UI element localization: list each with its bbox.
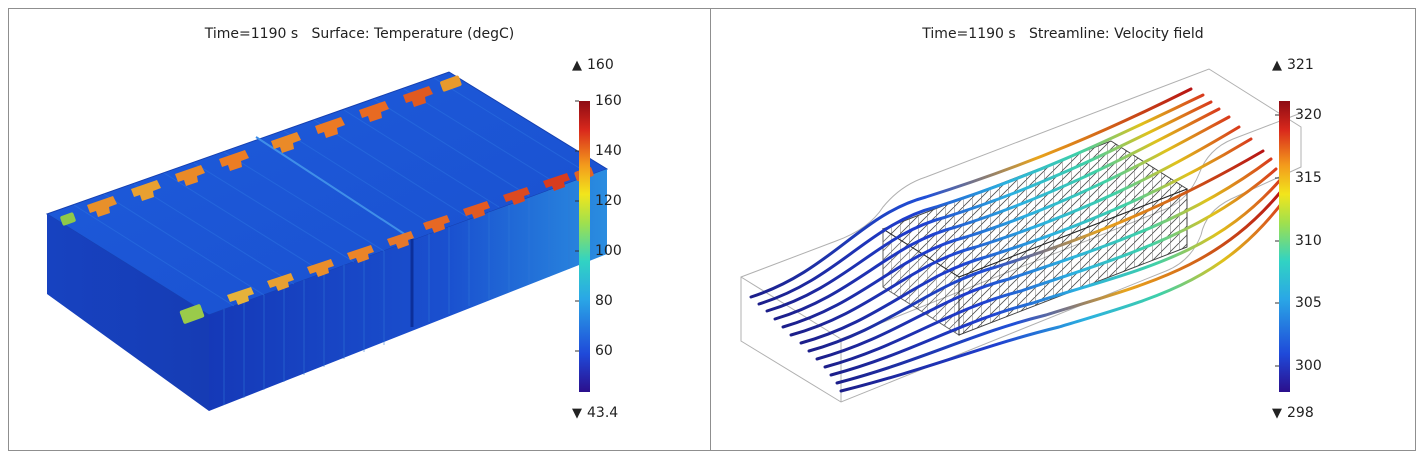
terminal-tabs-back-row (60, 75, 462, 226)
temperature-min-label: ▼ 43.4 (572, 405, 619, 421)
colorbar-tick-label: 120 (595, 193, 622, 209)
temperature-panel-title: Time=1190 s Surface: Temperature (degC) (204, 26, 515, 42)
velocity-colorbar (1275, 101, 1290, 392)
up-triangle-icon: ▲ (1272, 58, 1282, 73)
velocity-min-label: ▼ 298 (1272, 405, 1314, 421)
colorbar-tick-label: 310 (1295, 233, 1322, 249)
colorbar-tick-label: 60 (595, 343, 613, 359)
terminal-tabs-front-row (179, 166, 594, 324)
colorbar-tick-label: 315 (1295, 170, 1322, 186)
up-triangle-icon: ▲ (572, 58, 582, 73)
temperature-panel: Time=1190 s Surface: Temperature (degC) (9, 9, 710, 450)
velocity-panel: Time=1190 s Streamline: Velocity field (711, 9, 1415, 450)
colorbar-tick-label: 140 (595, 143, 622, 159)
channel-outline (740, 68, 1302, 403)
velocity-max-label: ▲ 321 (1272, 57, 1314, 73)
colorbar-tick-label: 320 (1295, 107, 1322, 123)
down-triangle-icon: ▼ (1272, 406, 1282, 421)
battery-pack-render (45, 71, 609, 411)
battery-box (45, 71, 609, 411)
colorbar-tick-label: 80 (595, 293, 613, 309)
velocity-panel-title: Time=1190 s Streamline: Velocity field (922, 26, 1204, 42)
battery-mesh-block (881, 140, 1189, 336)
colorbar-tick-label: 100 (595, 243, 622, 259)
temperature-colorbar (575, 100, 590, 392)
velocity-streamlines (749, 87, 1287, 393)
colorbar-tick-label: 300 (1295, 358, 1322, 374)
temperature-max-label: ▲ 160 (572, 57, 614, 73)
down-triangle-icon: ▼ (572, 406, 582, 421)
panel-divider (710, 8, 711, 451)
colorbar-tick-label: 160 (595, 93, 622, 109)
streamline-render (740, 68, 1302, 403)
colorbar-tick-label: 305 (1295, 295, 1322, 311)
